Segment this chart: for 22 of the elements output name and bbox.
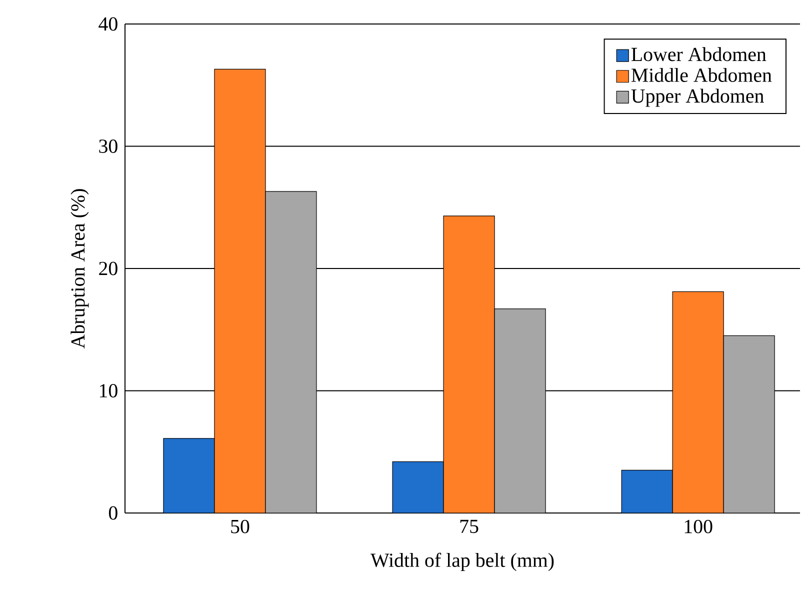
bar (265, 191, 317, 513)
bar (672, 291, 724, 513)
legend-label: Middle Abdomen (631, 68, 772, 82)
bar (621, 470, 673, 513)
y-tick-label: 20 (99, 262, 118, 276)
y-tick-label: 40 (98, 17, 118, 31)
y-tick-label: 30 (99, 140, 118, 153)
legend-label: Upper Abdomen (631, 88, 764, 107)
bar (443, 216, 495, 513)
y-tick-label: 10 (100, 384, 118, 398)
bar (723, 335, 775, 513)
y-tick-label: 0 (108, 506, 118, 520)
bar (163, 438, 215, 513)
y-axis-title: Abruption Area (%) (70, 189, 89, 349)
legend-label: Lower Abdomen (631, 47, 766, 62)
x-tick-label: 100 (684, 520, 712, 534)
x-tick-label: 50 (231, 520, 250, 534)
x-tick-label: 75 (460, 520, 478, 534)
x-axis-title: Width of lap belt (mm) (370, 552, 554, 572)
bar (214, 68, 266, 513)
bar (494, 308, 546, 513)
bar (392, 461, 444, 513)
